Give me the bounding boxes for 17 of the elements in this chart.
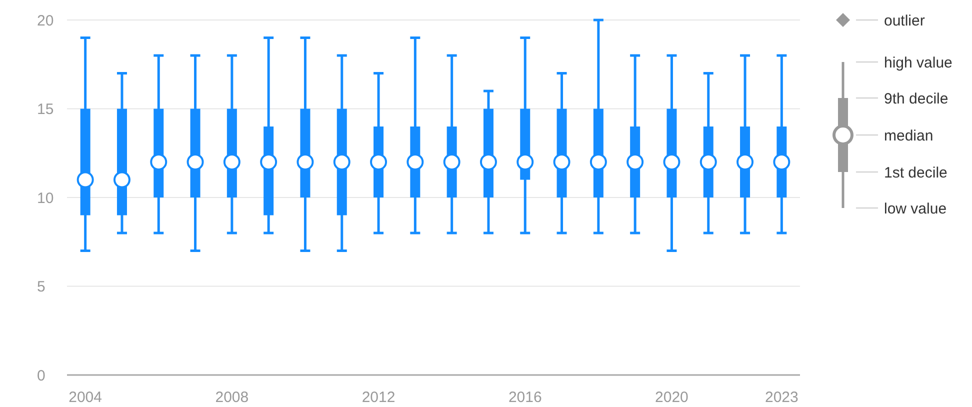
text: outlier bbox=[884, 12, 925, 30]
y-tick-label: 15 bbox=[37, 101, 54, 118]
text: 1st decile bbox=[884, 164, 948, 182]
text: low value bbox=[884, 200, 947, 218]
x-tick-label: 2016 bbox=[508, 389, 542, 406]
x-tick-label: 2023 bbox=[764, 389, 798, 406]
text: 9th decile bbox=[884, 90, 948, 108]
x-tick-label: 2020 bbox=[655, 389, 688, 406]
x-tick-label: 2012 bbox=[362, 389, 396, 406]
text: median bbox=[884, 127, 934, 144]
x-tick-label: 2008 bbox=[215, 389, 249, 406]
y-tick-label: 0 bbox=[37, 367, 46, 384]
y-tick-label: 5 bbox=[37, 278, 46, 296]
x-tick-label: 2004 bbox=[68, 389, 102, 406]
text: high value bbox=[884, 54, 952, 72]
y-tick-label: 20 bbox=[37, 12, 54, 30]
y-tick-label: 10 bbox=[37, 190, 54, 207]
